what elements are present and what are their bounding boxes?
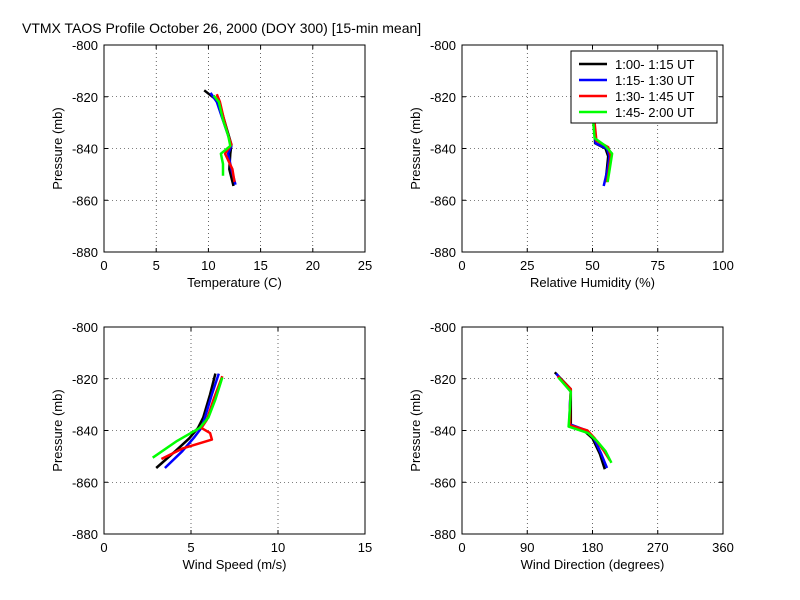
- y-tick-label: -840: [430, 424, 456, 439]
- y-tick-label: -800: [72, 38, 98, 53]
- y-tick-label: -820: [430, 372, 456, 387]
- legend-label: 1:30- 1:45 UT: [615, 89, 695, 104]
- y-tick-label: -840: [430, 142, 456, 157]
- x-tick-label: 270: [647, 540, 669, 555]
- x-tick-label: 0: [458, 258, 465, 273]
- x-tick-label: 180: [582, 540, 604, 555]
- series-line: [151, 377, 224, 459]
- x-axis-label: Wind Direction (degrees): [521, 557, 665, 572]
- x-tick-label: 75: [651, 258, 665, 273]
- y-axis-label: Pressure (mb): [408, 107, 423, 189]
- y-axis-label: Pressure (mb): [50, 107, 65, 189]
- series-line: [212, 94, 232, 176]
- y-tick-label: -880: [430, 245, 456, 260]
- x-tick-label: 20: [306, 258, 320, 273]
- x-tick-label: 5: [187, 540, 194, 555]
- y-tick-label: -840: [72, 142, 98, 157]
- x-axis-label: Wind Speed (m/s): [182, 557, 286, 572]
- y-tick-label: -860: [72, 193, 98, 208]
- x-tick-label: 10: [201, 258, 215, 273]
- y-axis-label: Pressure (mb): [408, 389, 423, 471]
- x-tick-label: 0: [458, 540, 465, 555]
- legend-label: 1:45- 2:00 UT: [615, 105, 695, 120]
- y-tick-label: -860: [430, 193, 456, 208]
- y-tick-label: -820: [72, 372, 98, 387]
- y-tick-label: -840: [72, 424, 98, 439]
- x-tick-label: 50: [585, 258, 599, 273]
- y-tick-label: -860: [72, 475, 98, 490]
- y-tick-label: -880: [72, 527, 98, 542]
- x-tick-label: 15: [358, 540, 372, 555]
- panel-3: 0 5 10 15 -800 -820 -840 -860 -880 Wind Speed (m/…: [50, 320, 372, 572]
- x-axis-label: Relative Humidity (%): [530, 275, 655, 290]
- y-tick-label: -800: [430, 320, 456, 335]
- panel-1: 0 5 10 15 20 25 -800 -820 -840 -860 -880 Temperatur…: [50, 38, 372, 290]
- series-line: [160, 375, 224, 461]
- y-tick-label: -800: [72, 320, 98, 335]
- figure-title: VTMX TAOS Profile October 26, 2000 (DOY …: [22, 20, 421, 36]
- x-tick-label: 0: [100, 540, 107, 555]
- x-axis-label: Temperature (C): [187, 275, 282, 290]
- legend-label: 1:15- 1:30 UT: [615, 73, 695, 88]
- panel-2: 0 25 50 75 100 -800 -820 -840 -860 -880 Relative H…: [408, 38, 734, 290]
- x-tick-label: 15: [253, 258, 267, 273]
- x-tick-label: 25: [520, 258, 534, 273]
- x-tick-label: 90: [520, 540, 534, 555]
- x-tick-label: 0: [100, 258, 107, 273]
- panel-4: 0 90 180 270 360 -800 -820 -840 -860 -880 Wind Dir…: [408, 320, 734, 572]
- y-tick-label: -860: [430, 475, 456, 490]
- legend-label: 1:00- 1:15 UT: [615, 57, 695, 72]
- x-tick-label: 360: [712, 540, 734, 555]
- plot-area: [461, 326, 724, 535]
- plot-area: [103, 44, 366, 253]
- x-tick-label: 10: [271, 540, 285, 555]
- x-tick-label: 100: [712, 258, 734, 273]
- series-line: [557, 376, 613, 464]
- y-tick-label: -880: [430, 527, 456, 542]
- x-tick-label: 25: [358, 258, 372, 273]
- y-tick-label: -820: [72, 90, 98, 105]
- y-tick-label: -880: [72, 245, 98, 260]
- x-tick-label: 5: [153, 258, 160, 273]
- plot-area: [103, 326, 366, 535]
- y-axis-label: Pressure (mb): [50, 389, 65, 471]
- y-tick-label: -820: [430, 90, 456, 105]
- y-tick-label: -800: [430, 38, 456, 53]
